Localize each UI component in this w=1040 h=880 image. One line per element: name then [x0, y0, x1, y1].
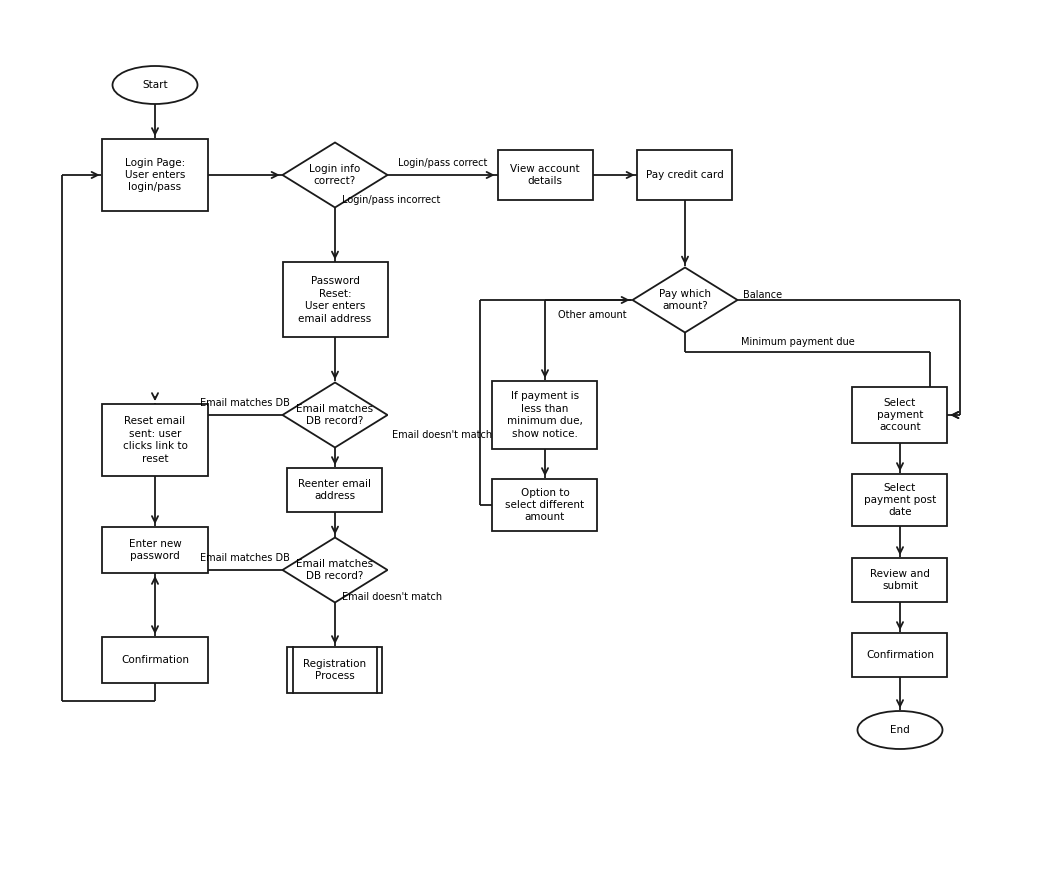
Text: Email matches DB: Email matches DB — [200, 553, 290, 563]
Text: Login/pass correct: Login/pass correct — [398, 158, 487, 168]
Bar — [853, 474, 947, 526]
Bar — [103, 637, 208, 683]
Text: If payment is
less than
minimum due,
show notice.: If payment is less than minimum due, sho… — [508, 392, 583, 438]
Text: Login/pass incorrect: Login/pass incorrect — [342, 195, 440, 205]
Bar — [853, 558, 947, 602]
Polygon shape — [632, 268, 737, 333]
Text: Confirmation: Confirmation — [121, 655, 189, 665]
Text: Email doesn't match: Email doesn't match — [392, 430, 493, 440]
Text: Option to
select different
amount: Option to select different amount — [505, 488, 584, 523]
Text: Reset email
sent: user
clicks link to
reset: Reset email sent: user clicks link to re… — [123, 416, 187, 464]
Text: Start: Start — [142, 80, 167, 90]
Text: View account
details: View account details — [511, 164, 580, 187]
Text: Pay credit card: Pay credit card — [646, 170, 724, 180]
Text: End: End — [890, 725, 910, 735]
Polygon shape — [283, 383, 388, 448]
Text: Password
Reset:
User enters
email address: Password Reset: User enters email addres… — [298, 276, 371, 324]
Bar — [497, 150, 593, 200]
Bar — [638, 150, 732, 200]
Bar — [287, 468, 383, 512]
Text: Pay which
amount?: Pay which amount? — [659, 289, 711, 312]
Bar — [283, 262, 388, 338]
Text: Registration
Process: Registration Process — [304, 659, 366, 681]
Bar — [493, 479, 598, 531]
Bar — [853, 633, 947, 677]
Text: Select
payment post
date: Select payment post date — [864, 482, 936, 517]
Text: Other amount: Other amount — [557, 310, 626, 320]
Text: Enter new
password: Enter new password — [129, 539, 181, 561]
Text: Email matches DB: Email matches DB — [200, 398, 290, 408]
Text: Reenter email
address: Reenter email address — [298, 479, 371, 502]
Polygon shape — [283, 538, 388, 603]
Text: Email doesn't match: Email doesn't match — [342, 592, 442, 602]
Bar — [103, 404, 208, 476]
Text: Confirmation: Confirmation — [866, 650, 934, 660]
Text: Balance: Balance — [744, 290, 783, 300]
Text: Select
payment
account: Select payment account — [877, 398, 924, 432]
Text: Minimum payment due: Minimum payment due — [740, 337, 855, 347]
Text: Review and
submit: Review and submit — [870, 568, 930, 591]
Text: Login info
correct?: Login info correct? — [309, 164, 361, 187]
Bar — [103, 527, 208, 573]
Text: Email matches
DB record?: Email matches DB record? — [296, 559, 373, 581]
Text: Email matches
DB record?: Email matches DB record? — [296, 404, 373, 426]
Polygon shape — [283, 143, 388, 208]
Text: Login Page:
User enters
login/pass: Login Page: User enters login/pass — [125, 158, 185, 193]
Bar — [493, 381, 598, 449]
Bar — [853, 387, 947, 443]
Bar — [287, 647, 383, 693]
Bar — [103, 139, 208, 211]
